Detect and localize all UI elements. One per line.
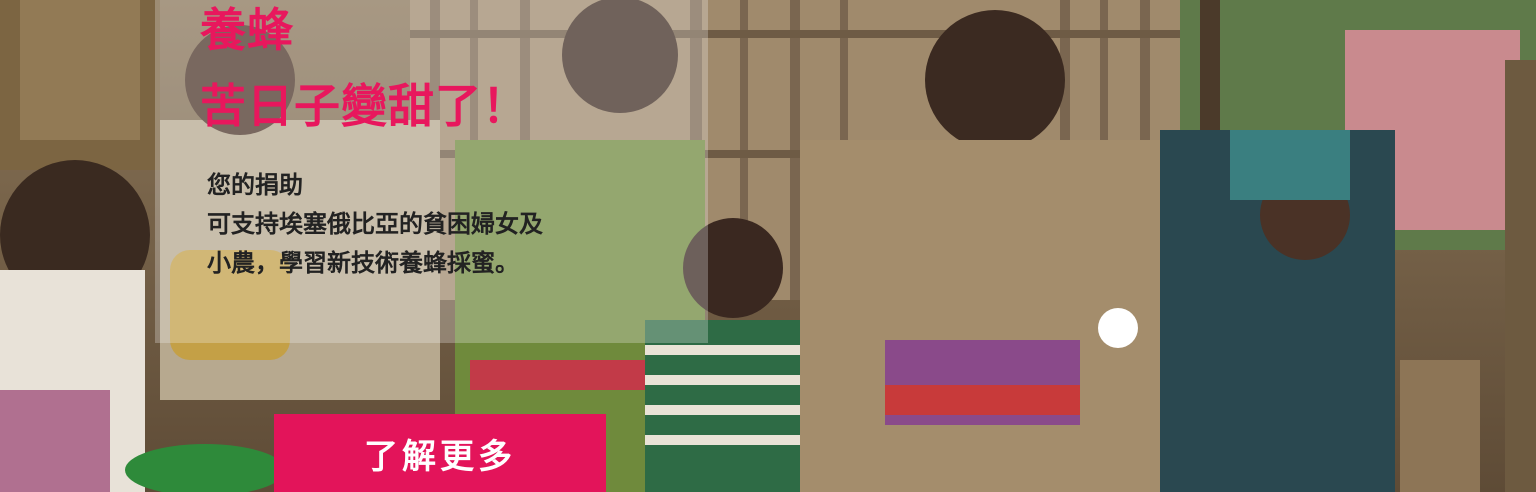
subtext-line-3: 小農，學習新技術養蜂採蜜。 [207, 249, 519, 277]
text-overlay-panel [155, 0, 708, 343]
subtext-line-1: 您的捐助 [207, 171, 303, 199]
headline: 養蜂 苦日子變甜了！ [200, 0, 529, 144]
subtext-line-2: 可支持埃塞俄比亞的貧困婦女及 [207, 210, 543, 238]
headline-line-1: 養蜂 [200, 3, 294, 57]
subtext: 您的捐助 可支持埃塞俄比亞的貧困婦女及 小農，學習新技術養蜂採蜜。 [207, 166, 543, 283]
headline-line-2: 苦日子變甜了！ [200, 79, 529, 133]
learn-more-button[interactable]: 了解更多 [274, 414, 606, 492]
